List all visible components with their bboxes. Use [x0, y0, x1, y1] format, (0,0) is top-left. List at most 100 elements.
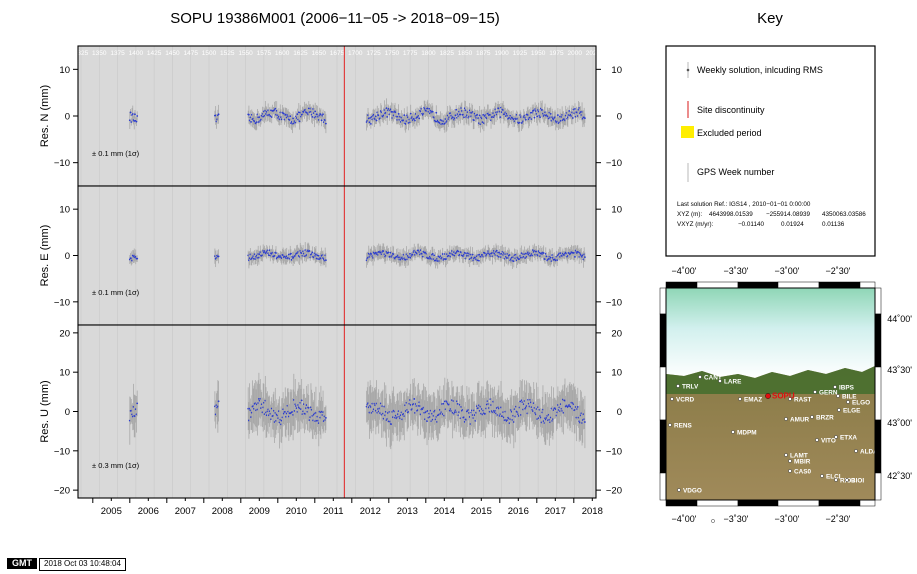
- map-station-label: LAMT: [790, 453, 808, 460]
- ytick-label-left: 0: [65, 407, 70, 418]
- map-graticule-labels: −4˚00' −3˚30' −3˚00' −2˚30' −4˚00' −3˚30' −3˚0…: [672, 266, 913, 524]
- data-point: [584, 421, 586, 423]
- ytick-label-left: 20: [59, 328, 70, 339]
- ytick-label-left: −10: [54, 297, 70, 308]
- ytick-label-right: −20: [606, 486, 622, 497]
- map-station-label: CANT: [704, 375, 722, 382]
- map-frame-segment: [665, 281, 698, 289]
- map-station: ELGO: [846, 400, 870, 407]
- data-point: [508, 254, 511, 256]
- data-point: [317, 258, 319, 260]
- gps-week-label: 1675: [330, 50, 345, 57]
- map-frame-segment: [818, 281, 861, 289]
- gps-week-label: 1775: [403, 50, 418, 57]
- map-station-label: LARE: [724, 379, 742, 386]
- map-lon-label-bottom: −3˚30': [724, 514, 749, 524]
- map-station-label: SOPU: [772, 392, 795, 401]
- data-point: [374, 115, 377, 118]
- xtick-label: 2011: [323, 506, 343, 517]
- data-point: [274, 107, 277, 110]
- map-station-marker: [718, 379, 722, 383]
- data-point: [269, 115, 272, 117]
- map-frame-segment: [874, 472, 882, 501]
- data-point: [495, 249, 498, 252]
- data-point: [217, 255, 220, 258]
- map-station-marker: [698, 375, 702, 379]
- map-station-marker: [788, 397, 792, 401]
- gps-week-label: 1375: [110, 50, 125, 57]
- map-station: AMUR: [784, 417, 810, 424]
- gps-week-label: 1500: [202, 50, 217, 57]
- ytick-label-right: 20: [611, 328, 622, 339]
- map-frame-segment: [874, 287, 882, 315]
- data-point: [524, 257, 527, 259]
- key-solution-marker: [686, 68, 690, 72]
- data-point: [418, 117, 421, 120]
- data-point: [131, 113, 134, 115]
- data-point: [473, 119, 475, 121]
- map-station: VITO: [815, 438, 836, 445]
- map-station-label: MDPM: [737, 430, 757, 437]
- ytick-label-right: −10: [606, 297, 622, 308]
- map-station-marker: [784, 417, 788, 421]
- data-point: [282, 112, 285, 115]
- data-point: [499, 116, 502, 119]
- key-vxyz-x: −0.01140: [738, 221, 764, 228]
- map-station-label: ALDA: [860, 449, 878, 456]
- map-station: BURG: [711, 519, 736, 526]
- map-station: CANT: [698, 375, 722, 382]
- data-point: [463, 116, 465, 119]
- map-lon-label-top: −3˚00': [775, 266, 800, 276]
- data-point: [129, 111, 132, 114]
- xtick-label: 2010: [286, 506, 307, 517]
- map-frame-segment: [859, 281, 876, 289]
- ytick-label-right: 0: [617, 251, 622, 262]
- map-lat-label: 43˚30': [887, 365, 912, 375]
- xtick-label: 2015: [471, 506, 492, 517]
- data-point: [431, 253, 434, 255]
- data-point: [311, 251, 314, 254]
- data-point: [463, 251, 466, 254]
- map-station: ELGE: [837, 408, 861, 415]
- gps-week-label: 1350: [92, 50, 107, 57]
- map-frame-segment: [696, 499, 739, 507]
- sigma-label: ± 0.1 mm (1σ): [92, 288, 140, 297]
- map-station: MBIR: [788, 459, 811, 466]
- map-sea: [666, 288, 875, 378]
- gps-week-label: 1575: [257, 50, 272, 57]
- ytick-label-right: 10: [611, 205, 622, 216]
- map-station: GERN: [813, 390, 838, 397]
- key-vxyz-z: 0.01136: [822, 221, 845, 228]
- data-point: [294, 121, 297, 124]
- map-station-marker: [788, 459, 792, 463]
- map-lon-label-top: −2˚30': [826, 266, 851, 276]
- map-station-label: CAS0: [794, 469, 811, 476]
- data-point: [547, 117, 550, 120]
- map-station-marker: [677, 488, 681, 492]
- map-station: SOPU: [765, 392, 795, 401]
- gps-week-label: 1600: [275, 50, 290, 57]
- data-point: [434, 120, 437, 123]
- gps-week-label: 1800: [421, 50, 436, 57]
- map-station: BILE: [836, 394, 857, 401]
- map-station-label: ELCI: [826, 474, 841, 481]
- map-frame-segment: [874, 419, 882, 474]
- data-point: [217, 400, 220, 403]
- ytick-label-left: 10: [59, 65, 70, 76]
- data-point: [574, 255, 576, 258]
- data-point: [315, 253, 317, 256]
- data-point: [529, 111, 532, 114]
- map-station-label: AMUR: [790, 417, 810, 424]
- gps-week-label: 1925: [513, 50, 528, 57]
- map-lon-label-bottom: −2˚30': [826, 514, 851, 524]
- map-station: RENS: [668, 423, 692, 430]
- map-station-label: ETXA: [840, 435, 857, 442]
- map-station-marker: [738, 397, 742, 401]
- data-point: [297, 111, 300, 114]
- ytick-label-left: 0: [65, 251, 70, 262]
- gps-week-label: 1450: [165, 50, 180, 57]
- data-point: [369, 117, 372, 119]
- data-point: [576, 406, 579, 408]
- gps-week-label: 1825: [439, 50, 454, 57]
